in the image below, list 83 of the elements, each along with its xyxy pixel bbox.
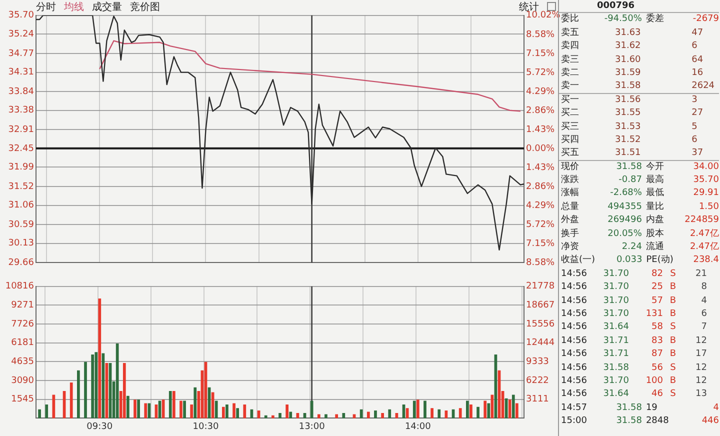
text: 买二 31.55 27 [561, 108, 704, 118]
y-tick-label: 35.70 [8, 10, 34, 21]
y2-tick-label: 7.15% [526, 238, 556, 249]
text: 卖五 31.63 47 [561, 28, 704, 38]
y2-tick-label: 15556 [526, 319, 555, 330]
text: 14:56 31.58 56 S 12 [561, 362, 707, 373]
text: 总量 494355 量比 1.50 [561, 202, 719, 212]
y2-tick-label: 21778 [526, 282, 555, 292]
x-tick-label: 13:00 [298, 422, 326, 432]
text: 换手 20.05% 股本 2.47亿 [561, 228, 719, 239]
y-tick-label: 29.66 [8, 258, 34, 268]
x-tick-label: 10:30 [192, 422, 219, 432]
y-tick-label: 33.38 [8, 106, 34, 116]
text: 净资 2.24 流通 2.47亿 [561, 242, 719, 252]
text: 买五 31.51 37 [561, 148, 704, 158]
y2-tick-label: 6222 [526, 376, 549, 386]
y-tick-label: 30.13 [8, 238, 34, 249]
text: 14:56 31.71 83 B 12 [561, 336, 707, 346]
y2-tick-label: 12444 [526, 338, 555, 348]
text: 买一 31.56 3 [561, 94, 698, 105]
text: 卖一 31.58 2624 [561, 81, 715, 92]
text: 成交量 [92, 0, 122, 14]
x-tick-label: 14:00 [404, 422, 432, 432]
text: 14:56 31.64 58 S 7 [561, 322, 707, 332]
y2-tick-label: 7.15% [526, 48, 556, 59]
y-tick-label: 31.52 [8, 182, 34, 192]
y-tick-label: 35.24 [8, 30, 34, 40]
y2-tick-label: 8.58% [526, 30, 556, 40]
text: 统计 [519, 0, 539, 12]
series-label: 分时 [36, 0, 56, 14]
text: 买四 31.52 6 [561, 134, 698, 145]
y-tick-label: 4635 [11, 357, 34, 368]
y-tick-label: 10816 [5, 282, 34, 292]
text: 15:00 31.58 2848 446 [561, 416, 719, 426]
y2-tick-label: 2.86% [526, 182, 556, 192]
text: 14:56 31.70 25 B 8 [561, 282, 707, 292]
y2-tick-label: 5.72% [526, 68, 556, 78]
text: 14:56 31.64 46 S 13 [561, 389, 707, 400]
y2-tick-label: 5.72% [526, 220, 556, 230]
text: 买三 31.53 5 [561, 122, 698, 132]
y-tick-label: 7726 [11, 319, 34, 330]
text: 14:56 31.70 100 B 12 [561, 376, 707, 386]
y-tick-label: 32.45 [8, 144, 34, 154]
y2-tick-label: 8.58% [526, 258, 556, 268]
text: 14:56 31.71 87 B 17 [561, 349, 707, 360]
y2-tick-label: 1.43% [526, 124, 556, 135]
y-tick-label: 1545 [11, 394, 34, 405]
y-tick-label: 31.99 [8, 162, 34, 173]
y2-tick-label: 1.43% [526, 162, 556, 173]
text: 涨跌 -0.87 最高 35.70 [561, 175, 719, 186]
text: 均线 [64, 0, 84, 14]
y-tick-label: 3090 [11, 376, 34, 386]
text: 涨幅 -2.68% 最低 29.91 [561, 188, 719, 198]
y-tick-label: 30.59 [8, 220, 34, 230]
y2-tick-label: 9333 [526, 357, 549, 368]
y-tick-label: 34.77 [8, 48, 34, 59]
y-tick-label: 31.06 [8, 200, 34, 211]
text: 现价 31.58 今开 34.00 [561, 162, 719, 172]
text: 000796 [596, 0, 635, 12]
text: 收益(一) 0.033 PE(动) 238.4 [561, 255, 719, 266]
y2-tick-label: 4.29% [526, 86, 556, 97]
y2-tick-label: 2.86% [526, 106, 556, 116]
text: 14:56 31.70 131 B 6 [561, 308, 707, 319]
y2-tick-label: 4.29% [526, 200, 556, 211]
y2-tick-label: 3111 [526, 394, 549, 405]
text: 14:56 31.70 57 B 4 [561, 296, 707, 306]
y-tick-label: 6181 [11, 338, 34, 348]
text: 外盘 269496 内盘 224859 [561, 215, 719, 226]
y2-tick-label: 18667 [526, 300, 555, 311]
text: 卖二 31.59 16 [561, 68, 704, 78]
text: 14:56 31.70 82 S 21 [561, 268, 707, 279]
y-tick-label: 34.31 [8, 68, 34, 78]
text: 委比 -94.50% 委差 -2679 [561, 14, 719, 24]
x-tick-label: 09:30 [86, 422, 113, 432]
text: 卖三 31.60 64 [561, 54, 704, 65]
text: 卖四 31.62 6 [561, 41, 698, 52]
y2-tick-label: 10.02% [526, 10, 561, 21]
text: 竞价图 [130, 0, 160, 14]
y-tick-label: 9271 [11, 300, 34, 311]
y-tick-label: 33.84 [8, 86, 34, 97]
y2-tick-label: 0.00% [526, 144, 556, 154]
y-tick-label: 32.91 [8, 124, 34, 135]
text: 14:57 31.58 19 4 [561, 402, 719, 413]
